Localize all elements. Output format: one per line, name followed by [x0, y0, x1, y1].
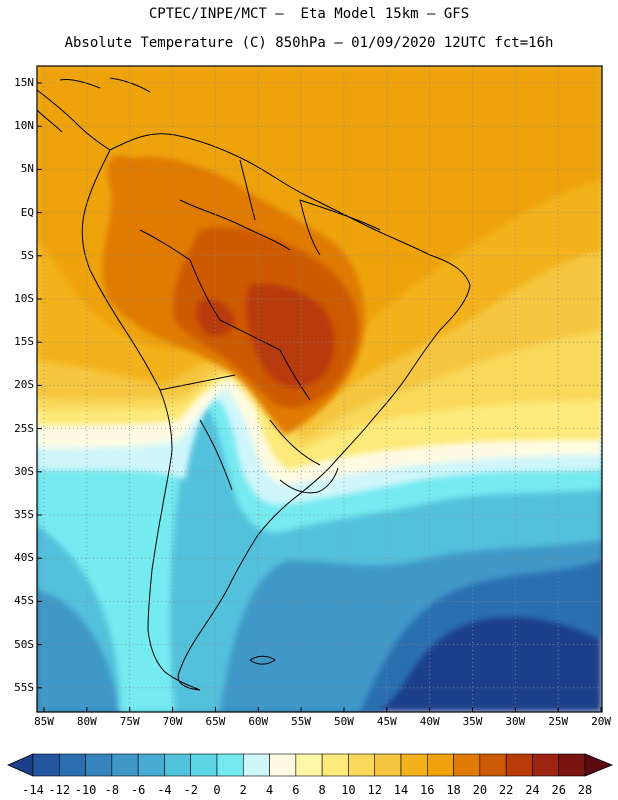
scale-swatch	[111, 753, 139, 777]
longitude-label: 40W	[419, 715, 440, 728]
temperature-band	[246, 283, 335, 388]
scale-swatch	[216, 753, 244, 777]
scale-value: 4	[265, 783, 274, 797]
longitude-label: 30W	[505, 715, 526, 728]
coastline-borders	[37, 77, 471, 691]
latitude-label: 5S	[20, 248, 34, 262]
latitude-label: 40S	[14, 551, 34, 565]
scale-value: -2	[183, 783, 198, 797]
scale-swatch	[242, 753, 270, 777]
scale-swatch	[32, 753, 60, 777]
scale-swatch	[269, 753, 297, 777]
scale-swatch	[505, 753, 533, 777]
scale-swatch	[137, 753, 165, 777]
latitude-label: 25S	[14, 421, 34, 435]
scale-value: 18	[446, 783, 461, 797]
axis-ticks	[37, 82, 602, 712]
latitude-label: 20S	[14, 378, 34, 392]
border-line	[249, 655, 276, 665]
longitude-label: 80W	[76, 715, 97, 728]
latitude-label: 10S	[14, 292, 34, 305]
scale-value: 8	[318, 783, 326, 797]
border-line	[37, 89, 111, 151]
map-title: CPTEC/INPE/MCT – Eta Model 15km – GFS	[148, 6, 470, 22]
scale-swatch	[532, 753, 560, 777]
longitude-label: 50W	[334, 715, 354, 728]
longitude-label: 60W	[248, 715, 269, 728]
longitude-label: 65W	[205, 715, 226, 728]
border-line	[59, 77, 151, 93]
longitude-label: 55W	[291, 715, 312, 728]
scale-swatch	[479, 753, 507, 777]
scale-swatch	[426, 753, 454, 777]
latitude-label: 35S	[14, 508, 34, 521]
latitude-label: 30S	[14, 464, 34, 478]
latitude-label: 50S	[14, 637, 34, 651]
latitude-label: 5N	[20, 162, 34, 176]
scale-value: 12	[367, 783, 382, 797]
scale-value: 10	[341, 783, 356, 797]
scale-value: 0	[213, 783, 221, 797]
scale-swatch	[374, 753, 402, 777]
temperature-band	[197, 298, 235, 337]
scale-swatch	[453, 753, 481, 777]
scale-value: -4	[157, 783, 172, 797]
scale-arrow-left	[7, 753, 34, 777]
longitude-label: 70W	[162, 715, 183, 728]
scale-value: 28	[577, 783, 593, 797]
scale-value: 2	[239, 783, 247, 797]
temperature-field	[37, 66, 602, 712]
scale-arrow-right	[584, 753, 614, 777]
scale-swatch	[558, 753, 586, 777]
scale-value: 22	[498, 783, 514, 797]
longitude-label: 25W	[548, 715, 569, 728]
map-frame	[36, 65, 603, 713]
scale-swatch	[321, 753, 349, 777]
scale-value: -6	[130, 783, 146, 797]
longitude-label: 75W	[119, 715, 140, 728]
scale-value: 16	[420, 783, 435, 797]
temperature-band	[107, 155, 140, 197]
scale-swatch	[348, 753, 376, 777]
scale-value: 26	[551, 783, 566, 797]
map-subtitle: Absolute Temperature (C) 850hPa – 01/09/…	[64, 35, 554, 51]
scale-value: 24	[525, 783, 540, 797]
scale-swatch	[58, 753, 86, 777]
longitude-label: 45W	[376, 715, 397, 728]
scale-value: 14	[393, 783, 409, 797]
latitude-label: EQ	[20, 205, 34, 219]
latitude-label: 45S	[14, 594, 34, 608]
border-line	[139, 159, 381, 491]
scale-value: 6	[292, 783, 300, 797]
border-line	[81, 133, 471, 691]
scale-value: -10	[74, 783, 97, 797]
latitude-label: 10N	[14, 119, 34, 133]
scale-swatch	[400, 753, 428, 777]
latitude-label: 55S	[14, 680, 34, 694]
scale-swatch	[85, 753, 113, 777]
latitude-label: 15S	[14, 335, 34, 349]
longitude-label: 20W	[591, 715, 611, 728]
latitude-label: 15N	[14, 76, 34, 89]
scale-value: -8	[104, 783, 120, 797]
longitude-label: 85W	[34, 715, 54, 728]
scale-swatch	[295, 753, 323, 777]
scale-value: 20	[472, 783, 488, 797]
scale-swatch	[190, 753, 218, 777]
scale-value: -14	[22, 783, 44, 797]
scale-swatch	[164, 753, 192, 777]
scale-value: -12	[48, 783, 71, 797]
longitude-label: 35W	[462, 715, 483, 728]
border-line	[279, 467, 339, 494]
